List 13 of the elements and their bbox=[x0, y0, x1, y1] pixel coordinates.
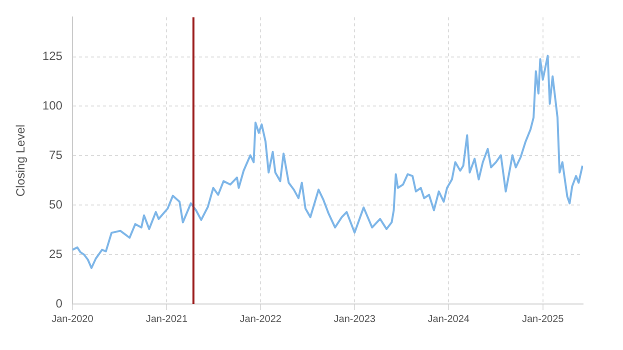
x-tick-label: Jan-2025 bbox=[522, 314, 564, 325]
y-axis-title: Closing Level bbox=[14, 124, 28, 197]
y-tick-label: 75 bbox=[49, 148, 63, 162]
x-tick-label: Jan-2021 bbox=[146, 314, 188, 325]
x-tick-label: Jan-2024 bbox=[428, 314, 470, 325]
y-tick-label: 25 bbox=[49, 246, 63, 261]
x-tick-label: Jan-2022 bbox=[240, 314, 282, 325]
x-tick-label: Jan-2023 bbox=[334, 314, 376, 325]
y-tick-label: 100 bbox=[42, 98, 63, 113]
y-tick-label: 0 bbox=[56, 296, 63, 310]
y-tick-label: 125 bbox=[42, 49, 63, 64]
y-tick-label: 50 bbox=[49, 197, 63, 212]
x-tick-label: Jan-2020 bbox=[52, 314, 94, 325]
